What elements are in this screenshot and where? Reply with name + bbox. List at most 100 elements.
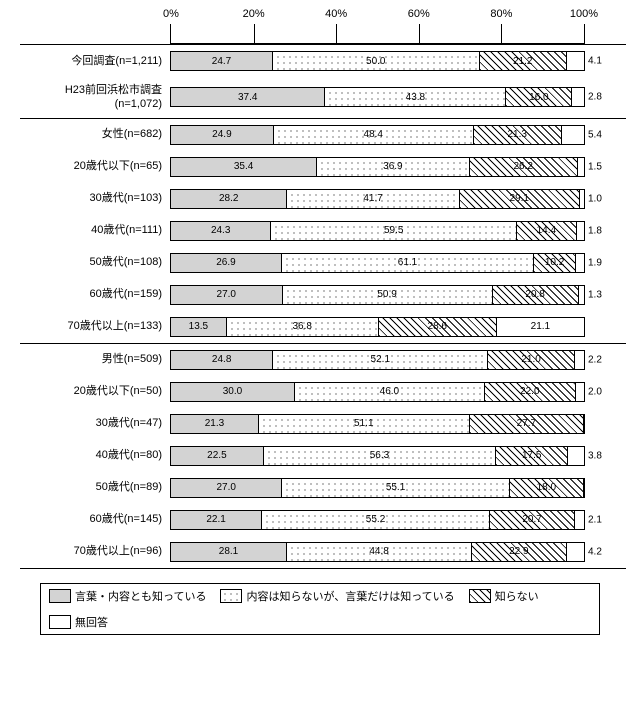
chart-row: 60歳代(n=145)22.155.2 20.7 2.1 — [20, 504, 626, 536]
bar-segment — [579, 286, 584, 304]
axis-tick-label: 40% — [325, 8, 347, 20]
bar-segment — [562, 126, 584, 144]
bar-segment: 22.1 — [171, 511, 262, 529]
row-label: 男性(n=509) — [20, 352, 170, 366]
bar-segment: 22.9 — [472, 543, 567, 561]
row-label: 60歳代(n=159) — [20, 287, 170, 301]
stacked-bar: 27.050.920.81.3 — [170, 285, 585, 305]
bar-segment — [572, 88, 584, 106]
segment-value: 43.8 — [406, 92, 425, 103]
chart-row: 男性(n=509) 24.8 52.1 21.0 2.2 — [20, 344, 626, 376]
chart-row: 20歳代以下(n=50)30.046.022.02.0 — [20, 376, 626, 408]
chart-row: H23前回浜松市調査(n=1,072)37.443.816.02.8 — [20, 77, 626, 118]
bar-segment: 22.0 — [485, 383, 576, 401]
bar-segment: 20.7 — [490, 511, 575, 529]
segment-value: 13.5 — [189, 321, 208, 332]
segment-value: 20.7 — [522, 514, 541, 525]
segment-value: 21.1 — [531, 321, 550, 332]
outside-value: 1.5 — [588, 161, 602, 172]
bar-segment — [576, 254, 584, 272]
bar-segment: 48.4 — [274, 126, 474, 144]
segment-value: 27.0 — [217, 289, 236, 300]
bar-segment: 50.0 — [273, 52, 480, 70]
segment-value: 20.8 — [525, 289, 544, 300]
segment-value: 24.3 — [211, 225, 230, 236]
bar-segment — [577, 222, 584, 240]
bar-segment: 29.1 — [460, 190, 580, 208]
outside-value: 2.1 — [588, 514, 602, 525]
axis-tick-label: 60% — [408, 8, 430, 20]
outside-value: 1.8 — [588, 225, 602, 236]
stacked-bar: 35.436.926.21.5 — [170, 157, 585, 177]
segment-value: 21.0 — [521, 354, 540, 365]
segment-value: 22.9 — [509, 546, 528, 557]
stacked-bar: 21.351.127.7 — [170, 414, 585, 434]
outside-value: 2.2 — [588, 354, 602, 365]
bar-segment: 36.9 — [317, 158, 469, 176]
bar-segment: 24.7 — [171, 52, 273, 70]
bar-segment: 24.8 — [171, 351, 273, 369]
stacked-bar: 13.536.828.621.1 — [170, 317, 585, 337]
outside-value: 3.8 — [588, 450, 602, 461]
segment-value: 44.8 — [369, 546, 388, 557]
segment-value: 26.9 — [216, 257, 235, 268]
chart-row: 50歳代(n=89) 27.0 55.1 18.0 — [20, 472, 626, 504]
row-label: 60歳代(n=145) — [20, 512, 170, 526]
bar-segment: 26.2 — [470, 158, 578, 176]
outside-value: 1.3 — [588, 289, 602, 300]
legend-item-dots: 内容は知らないが、言葉だけは知っている — [220, 588, 454, 604]
chart-row: 今回調査(n=1,211)24.750.021.24.1 — [20, 45, 626, 77]
segment-value: 52.1 — [371, 354, 390, 365]
bar-segment: 16.0 — [506, 88, 572, 106]
bar-segment: 27.0 — [171, 479, 282, 497]
segment-value: 24.8 — [212, 354, 231, 365]
legend-swatch-gray — [49, 589, 71, 603]
stacked-bar: 37.443.816.02.8 — [170, 87, 585, 107]
bar-segment: 28.1 — [171, 543, 287, 561]
chart-row: 女性(n=682)24.948.421.35.4 — [20, 119, 626, 151]
row-label: 女性(n=682) — [20, 127, 170, 141]
chart-row: 50歳代(n=108)26.961.110.21.9 — [20, 247, 626, 279]
segment-value: 48.4 — [364, 129, 383, 140]
row-label: 今回調査(n=1,211) — [20, 54, 170, 68]
bar-segment: 43.8 — [325, 88, 506, 106]
bar-segment: 61.1 — [282, 254, 534, 272]
row-label: 40歳代(n=80) — [20, 448, 170, 462]
stacked-bar: 24.359.514.41.8 — [170, 221, 585, 241]
stacked-bar: 22.155.220.72.1 — [170, 510, 585, 530]
segment-value: 28.1 — [219, 546, 238, 557]
bar-segment: 56.3 — [264, 447, 496, 465]
bar-segment: 41.7 — [287, 190, 459, 208]
bar-segment: 14.4 — [517, 222, 576, 240]
bar-segment: 55.1 — [282, 479, 509, 497]
x-axis: 0%20%40%60%80%100% — [20, 20, 626, 44]
segment-value: 22.5 — [207, 450, 226, 461]
bar-segment: 24.9 — [171, 126, 274, 144]
axis-tick-label: 80% — [490, 8, 512, 20]
row-label: 50歳代(n=89) — [20, 480, 170, 494]
segment-value: 21.3 — [507, 129, 526, 140]
row-label: 20歳代以下(n=50) — [20, 384, 170, 398]
outside-value: 2.0 — [588, 386, 602, 397]
chart-section: 男性(n=509)24.852.121.02.220歳代以下(n=50)30.0… — [20, 343, 626, 569]
bar-segment: 55.2 — [262, 511, 490, 529]
segment-value: 22.0 — [520, 386, 539, 397]
axis-tick — [584, 24, 585, 44]
segment-value: 18.0 — [537, 482, 556, 493]
bar-segment: 21.1 — [497, 318, 584, 336]
stacked-bar: 24.948.421.35.4 — [170, 125, 585, 145]
bar-segment: 22.5 — [171, 447, 264, 465]
legend-item-blank: 無回答 — [49, 614, 108, 630]
segment-value: 24.9 — [212, 129, 231, 140]
chart-row: 40歳代(n=80)22.556.317.53.8 — [20, 440, 626, 472]
stacked-bar: 30.046.022.02.0 — [170, 382, 585, 402]
chart-row: 40歳代(n=111)24.359.514.41.8 — [20, 215, 626, 247]
segment-value: 27.0 — [216, 482, 235, 493]
bar-segment: 46.0 — [295, 383, 485, 401]
segment-value: 21.2 — [513, 56, 532, 67]
legend-swatch-dots — [220, 589, 242, 603]
row-label: 30歳代(n=47) — [20, 416, 170, 430]
bar-segment: 18.0 — [510, 479, 584, 497]
chart-row: 60歳代(n=159)27.050.920.81.3 — [20, 279, 626, 311]
segment-value: 35.4 — [234, 161, 253, 172]
